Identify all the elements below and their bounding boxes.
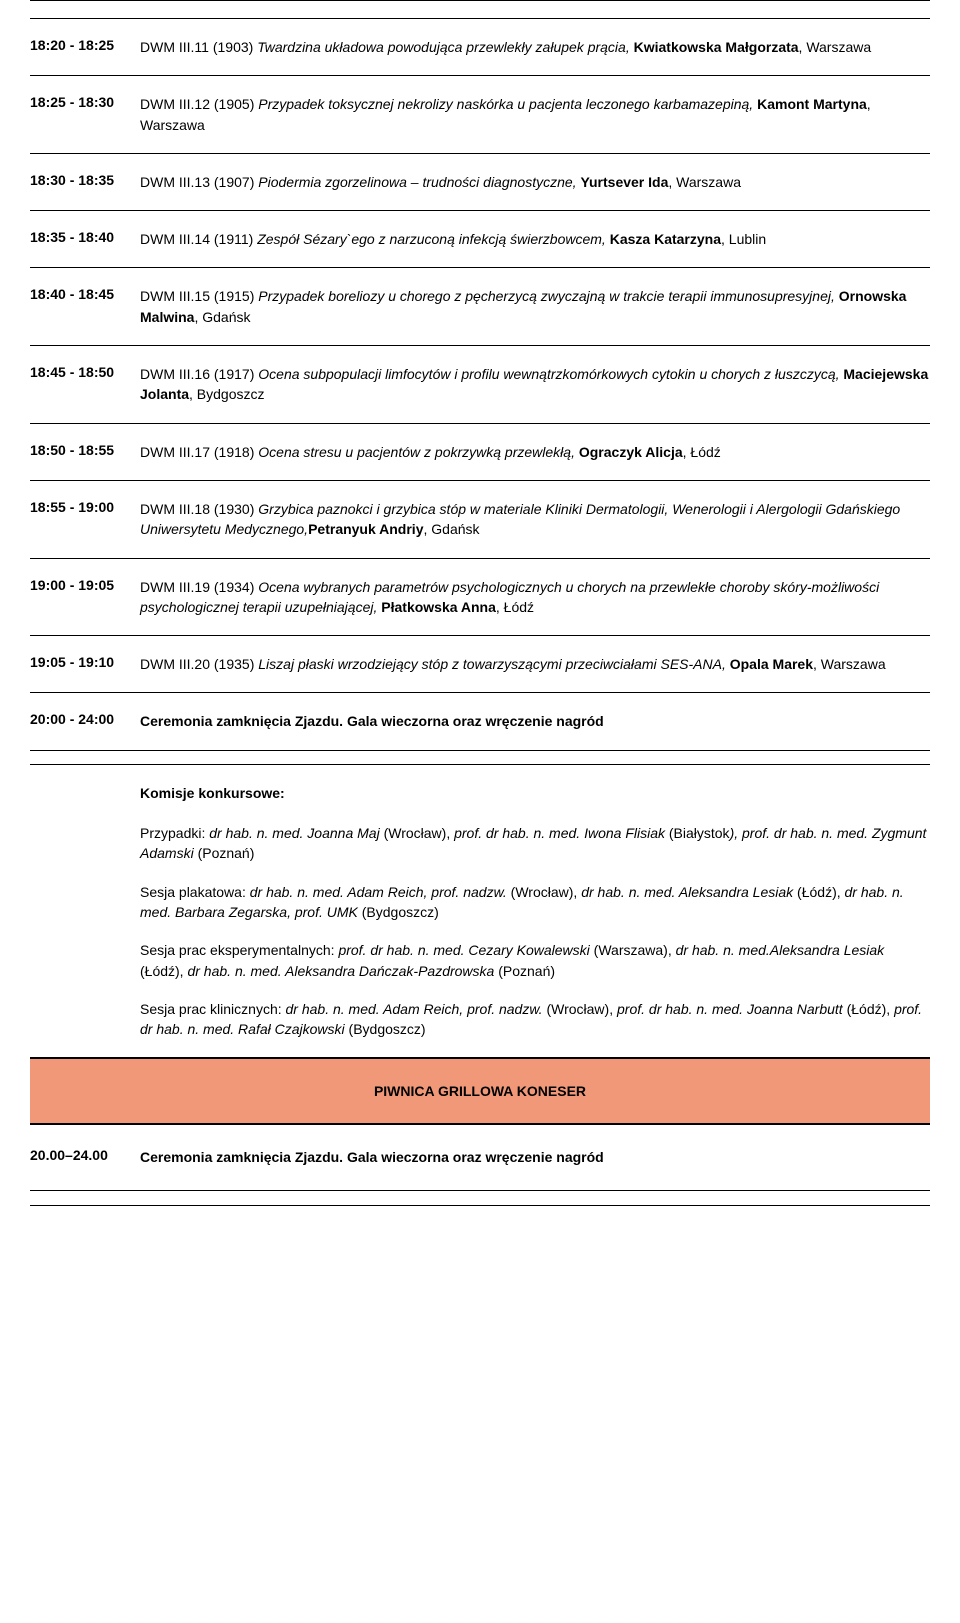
committee-block: Komisje konkursowe: Przypadki: dr hab. n… (30, 764, 930, 1059)
time-cell: 18:25 - 18:30 (30, 94, 140, 110)
time-cell: 19:00 - 19:05 (30, 577, 140, 593)
committee-cases: Przypadki: dr hab. n. med. Joanna Maj (W… (140, 823, 930, 864)
ceremony-text: Ceremonia zamknięcia Zjazdu. Gala wieczo… (140, 1147, 930, 1167)
schedule-row: 18:50 - 18:55DWM III.17 (1918) Ocena str… (30, 423, 930, 481)
desc-cell: DWM III.17 (1918) Ocena stresu u pacjent… (140, 442, 930, 462)
schedule-row: 18:20 - 18:25DWM III.11 (1903) Twardzina… (30, 18, 930, 76)
schedule-row: 18:40 - 18:45DWM III.15 (1915) Przypadek… (30, 267, 930, 346)
desc-cell: DWM III.19 (1934) Ocena wybranych parame… (140, 577, 930, 618)
ceremony-row-1: 20:00 - 24:00 Ceremonia zamknięcia Zjazd… (30, 692, 930, 750)
time-cell: 20:00 - 24:00 (30, 711, 140, 727)
desc-cell: DWM III.18 (1930) Grzybica paznokci i gr… (140, 499, 930, 540)
time-cell: 19:05 - 19:10 (30, 654, 140, 670)
committee-clinical: Sesja prac klinicznych: dr hab. n. med. … (140, 999, 930, 1040)
venue-row: PIWNICA GRILLOWA KONESER (30, 1058, 930, 1124)
desc-cell: DWM III.13 (1907) Piodermia zgorzelinowa… (140, 172, 930, 192)
time-cell: 18:40 - 18:45 (30, 286, 140, 302)
schedule-row: 18:45 - 18:50DWM III.16 (1917) Ocena sub… (30, 345, 930, 424)
time-cell: 18:35 - 18:40 (30, 229, 140, 245)
schedule-row: 18:55 - 19:00DWM III.18 (1930) Grzybica … (30, 480, 930, 559)
schedule-row: 18:35 - 18:40DWM III.14 (1911) Zespół Sé… (30, 210, 930, 268)
desc-cell: DWM III.20 (1935) Liszaj płaski wrzodzie… (140, 654, 930, 674)
committee-experimental: Sesja prac eksperymentalnych: prof. dr h… (140, 940, 930, 981)
venue-name: PIWNICA GRILLOWA KONESER (374, 1083, 586, 1099)
time-cell: 18:30 - 18:35 (30, 172, 140, 188)
desc-cell: DWM III.15 (1915) Przypadek boreliozy u … (140, 286, 930, 327)
committee-poster: Sesja plakatowa: dr hab. n. med. Adam Re… (140, 882, 930, 923)
committee-title: Komisje konkursowe: (140, 783, 930, 803)
time-cell: 18:45 - 18:50 (30, 364, 140, 380)
schedule-row: 19:00 - 19:05DWM III.19 (1934) Ocena wyb… (30, 558, 930, 637)
time-cell: 20.00–24.00 (30, 1147, 140, 1163)
ceremony-text: Ceremonia zamknięcia Zjazdu. Gala wieczo… (140, 711, 930, 731)
ceremony-row-2: 20.00–24.00 Ceremonia zamknięcia Zjazdu.… (30, 1124, 930, 1190)
schedule-row: 18:25 - 18:30DWM III.12 (1905) Przypadek… (30, 75, 930, 154)
schedule-row: 18:30 - 18:35DWM III.13 (1907) Piodermia… (30, 153, 930, 211)
desc-cell: DWM III.11 (1903) Twardzina układowa pow… (140, 37, 930, 57)
time-cell: 18:55 - 19:00 (30, 499, 140, 515)
time-cell: 18:20 - 18:25 (30, 37, 140, 53)
desc-cell: DWM III.12 (1905) Przypadek toksycznej n… (140, 94, 930, 135)
schedule-row: 19:05 - 19:10DWM III.20 (1935) Liszaj pł… (30, 635, 930, 693)
desc-cell: DWM III.14 (1911) Zespół Sézary`ego z na… (140, 229, 930, 249)
desc-cell: DWM III.16 (1917) Ocena subpopulacji lim… (140, 364, 930, 405)
time-cell: 18:50 - 18:55 (30, 442, 140, 458)
